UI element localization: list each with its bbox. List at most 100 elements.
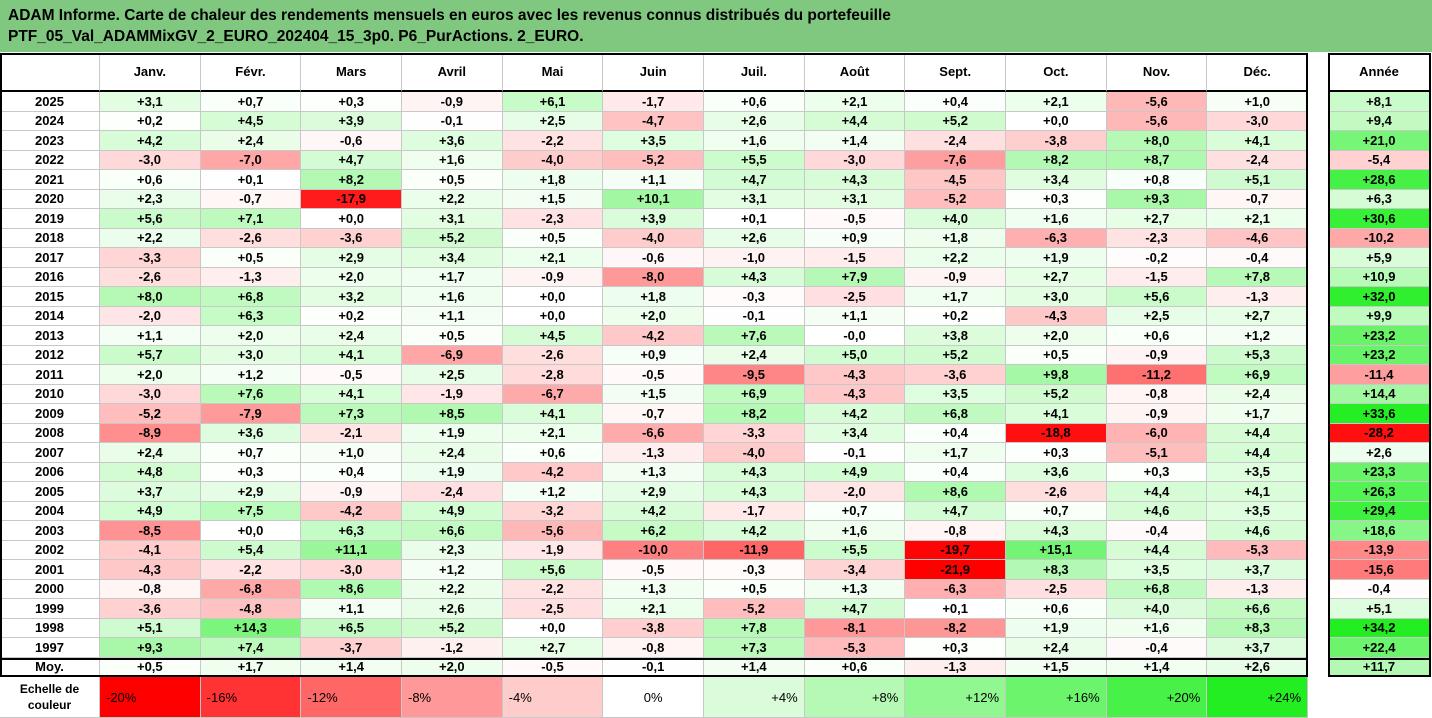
- heat-cell: +8,0: [1106, 131, 1208, 151]
- heat-cell: +33,6: [1328, 404, 1431, 424]
- heat-cell: -2,2: [502, 131, 604, 151]
- row-label: 2007: [0, 443, 100, 463]
- heat-cell: +2,3: [100, 189, 201, 209]
- heat-cell: +0,2: [301, 306, 402, 326]
- heat-cell: -0,6: [603, 248, 704, 268]
- row-label: 1997: [0, 638, 100, 658]
- heat-cell: +10,1: [603, 189, 704, 209]
- heat-cell: +2,1: [1207, 209, 1309, 229]
- heat-cell: +2,0: [402, 657, 503, 677]
- heat-cell: +4,1: [1207, 482, 1309, 502]
- heat-cell: -17,9: [301, 189, 402, 209]
- heat-cell: +1,1: [603, 170, 704, 190]
- heat-cell: +1,0: [301, 443, 402, 463]
- heat-cell: -3,7: [301, 638, 402, 658]
- heat-cell: +4,0: [905, 209, 1007, 229]
- heat-cell: +3,9: [603, 209, 704, 229]
- heat-cell: +7,1: [200, 209, 302, 229]
- row-label: 2006: [0, 462, 100, 482]
- heat-cell: +1,4: [1106, 657, 1208, 677]
- heat-cell: +7,3: [704, 638, 805, 658]
- heat-cell: +18,6: [1328, 521, 1431, 541]
- heat-cell: +23,2: [1328, 326, 1431, 346]
- heat-cell: +2,0: [603, 306, 704, 326]
- heat-cell: -6,9: [402, 345, 503, 365]
- heat-cell: +3,1: [804, 189, 906, 209]
- heat-cell: +8,6: [301, 579, 402, 599]
- heat-cell: +1,1: [100, 326, 201, 346]
- heat-cell: -1,5: [1106, 267, 1208, 287]
- row-label: 2014: [0, 306, 100, 326]
- heat-cell: -2,2: [200, 560, 302, 580]
- heat-cell: -2,2: [502, 579, 604, 599]
- heat-cell: +15,1: [1006, 540, 1107, 560]
- heat-cell: +0,0: [502, 618, 604, 638]
- heat-cell: -5,2: [603, 150, 704, 170]
- row-label: 2008: [0, 423, 100, 443]
- heat-cell: +0,3: [1106, 462, 1208, 482]
- heat-cell: +0,0: [200, 521, 302, 541]
- heat-cell: +11,1: [301, 540, 402, 560]
- heat-cell: -7,9: [200, 404, 302, 424]
- heat-cell: +9,3: [1106, 189, 1208, 209]
- scale-step: +8%: [804, 677, 906, 718]
- heat-cell: +0,8: [1106, 170, 1208, 190]
- heat-cell: +0,6: [1006, 599, 1107, 619]
- heat-cell: +1,6: [1006, 209, 1107, 229]
- heat-cell: -2,5: [1006, 579, 1107, 599]
- heat-cell: +1,5: [603, 384, 704, 404]
- heat-cell: +1,9: [402, 462, 503, 482]
- heat-cell: +0,1: [200, 170, 302, 190]
- heat-cell: -3,8: [1006, 131, 1107, 151]
- heat-cell: -6,6: [603, 423, 704, 443]
- heat-cell: -3,0: [100, 384, 201, 404]
- heat-cell: +2,4: [704, 345, 805, 365]
- heat-cell: +0,7: [200, 92, 302, 112]
- row-label: 2009: [0, 404, 100, 424]
- column-header: Déc.: [1207, 53, 1309, 92]
- heat-cell: -2,6: [200, 228, 302, 248]
- heat-cell: +2,4: [301, 326, 402, 346]
- heat-cell: +3,1: [704, 189, 805, 209]
- row-label: 2016: [0, 267, 100, 287]
- heat-cell: +28,6: [1328, 170, 1431, 190]
- heat-cell: +8,0: [100, 287, 201, 307]
- heat-cell: +0,4: [905, 462, 1007, 482]
- heat-cell: +5,7: [100, 345, 201, 365]
- heat-cell: +5,6: [502, 560, 604, 580]
- heat-cell: +0,3: [301, 92, 402, 112]
- heat-cell: +5,6: [100, 209, 201, 229]
- heat-cell: +0,9: [603, 345, 704, 365]
- heat-cell: +1,2: [200, 365, 302, 385]
- heat-cell: +0,3: [1006, 443, 1107, 463]
- heat-cell: +0,6: [1106, 326, 1208, 346]
- heat-cell: +2,7: [1006, 267, 1107, 287]
- heat-cell: +4,2: [603, 501, 704, 521]
- heat-cell: +6,8: [200, 287, 302, 307]
- heat-cell: +4,4: [1207, 443, 1309, 463]
- heat-cell: -1,7: [603, 92, 704, 112]
- heat-cell: -1,3: [1207, 579, 1309, 599]
- heat-cell: +1,2: [1207, 326, 1309, 346]
- heat-cell: -4,1: [100, 540, 201, 560]
- heat-cell: +4,6: [1106, 501, 1208, 521]
- heat-cell: +9,4: [1328, 111, 1431, 131]
- row-label: 2017: [0, 248, 100, 268]
- heat-cell: +7,4: [200, 638, 302, 658]
- heat-cell: +32,0: [1328, 287, 1431, 307]
- heat-cell: +4,9: [804, 462, 906, 482]
- column-header: Juin: [603, 53, 704, 92]
- corner: [0, 53, 100, 92]
- heat-cell: -0,4: [1328, 579, 1431, 599]
- heat-cell: +2,1: [502, 248, 604, 268]
- heat-cell: -4,7: [603, 111, 704, 131]
- heat-cell: -5,6: [1106, 111, 1208, 131]
- heat-cell: +6,9: [1207, 365, 1309, 385]
- row-label: 2003: [0, 521, 100, 541]
- heat-cell: -2,8: [502, 365, 604, 385]
- heat-cell: -2,0: [804, 482, 906, 502]
- heat-cell: +4,6: [1207, 521, 1309, 541]
- heat-cell: -0,4: [1106, 638, 1208, 658]
- heat-cell: +4,2: [804, 404, 906, 424]
- heat-cell: -0,1: [603, 657, 704, 677]
